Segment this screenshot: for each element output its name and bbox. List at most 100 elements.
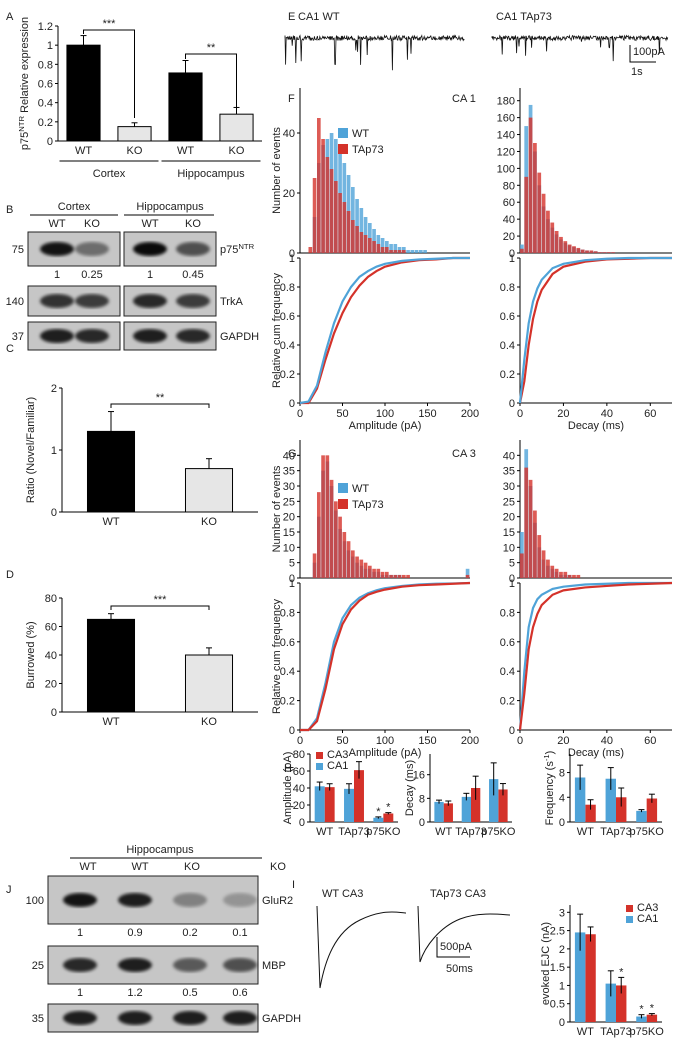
- y-tick-label: 2: [51, 383, 57, 395]
- histogram-bar: [402, 250, 406, 253]
- blot-band: [118, 893, 152, 907]
- histogram-bar: [372, 241, 376, 253]
- y-tick-label: 0: [289, 725, 295, 737]
- histogram-bar: [359, 208, 364, 253]
- legend-swatch: [338, 128, 348, 138]
- histogram-bar: [580, 249, 585, 253]
- y-tick-label: 0: [559, 817, 565, 829]
- cdf-line: [300, 256, 470, 405]
- band-quantity: 0.1: [232, 927, 247, 939]
- x-tick-label: KO: [201, 516, 217, 528]
- y-axis-label-part: Frequency (s: [544, 761, 556, 826]
- blot-band: [223, 958, 257, 972]
- band-quantity: 1.2: [127, 987, 142, 999]
- y-tick-label: 60: [293, 766, 305, 778]
- y-tick-label: 0.2: [38, 117, 53, 129]
- y-tick-label: 40: [45, 650, 57, 662]
- y-tick-label: 0.2: [280, 369, 295, 381]
- blot-band: [40, 294, 74, 308]
- bar: [86, 430, 136, 513]
- y-tick-label: 40: [283, 128, 295, 140]
- y-tick-label: 0: [509, 398, 515, 410]
- y-tick-label: 40: [293, 783, 305, 795]
- y-tick-label: 2.5: [550, 926, 565, 938]
- bar: [354, 770, 364, 822]
- scale-label: 1s: [631, 66, 643, 78]
- histogram-bar: [465, 574, 470, 578]
- bar: [373, 817, 384, 822]
- scale-label: 100pA: [633, 46, 665, 58]
- histogram-bar: [567, 244, 572, 253]
- legend-label: TAp73: [352, 144, 384, 156]
- histogram-bar: [541, 550, 546, 578]
- histogram-bar: [554, 568, 559, 578]
- x-tick-label: KO: [229, 145, 245, 157]
- y-axis-label-part: -1: [542, 754, 551, 761]
- bar: [86, 618, 136, 713]
- y-tick-label: 0: [509, 248, 515, 260]
- histogram-bar: [611, 252, 615, 253]
- histogram-bar: [520, 248, 524, 253]
- histogram-bar: [380, 571, 385, 578]
- bar: [324, 787, 335, 822]
- lane-label: KO: [184, 861, 200, 873]
- x-axis-label: Decay (ms): [568, 420, 624, 432]
- bar: [585, 804, 596, 822]
- legend-label: CA3: [637, 902, 658, 914]
- band-quantity: 0.9: [127, 927, 142, 939]
- y-tick-label: 20: [283, 188, 295, 200]
- mw-marker: 35: [32, 1013, 44, 1025]
- y-axis-label-part: Relative expression: [19, 17, 31, 116]
- histogram-bar: [423, 250, 427, 253]
- x-tick-label: KO: [201, 716, 217, 728]
- histogram-bar: [312, 178, 317, 253]
- histogram-bar: [602, 252, 607, 253]
- blot-band: [176, 242, 210, 256]
- blot-band: [176, 294, 210, 308]
- x-tick-label: p75KO: [481, 826, 516, 838]
- histogram-bar: [351, 550, 355, 578]
- band-quantity: 1: [54, 269, 60, 281]
- histogram-bar: [342, 532, 347, 578]
- x-tick-label: TAp73: [455, 826, 487, 838]
- histogram-bar: [546, 210, 550, 253]
- y-tick-label: 0.4: [280, 340, 295, 352]
- y-tick-label: 0.2: [500, 369, 515, 381]
- y-tick-label: 20: [45, 679, 57, 691]
- histogram-bar: [380, 238, 385, 253]
- histogram-bar: [406, 250, 410, 253]
- band-quantity: 1: [77, 927, 83, 939]
- blot-band: [75, 329, 109, 343]
- histogram-bar: [380, 247, 385, 253]
- bar: [168, 72, 203, 142]
- y-tick-label: 15: [503, 527, 515, 539]
- y-axis-label-part: ): [544, 751, 556, 755]
- panel-letter: E: [288, 11, 295, 23]
- y-tick-label: 0.4: [500, 340, 515, 352]
- bar: [434, 801, 444, 822]
- lane-label: KO: [185, 218, 201, 230]
- group-label: Hippocampus: [177, 168, 245, 180]
- histogram-bar: [397, 250, 402, 253]
- blot-band: [40, 329, 74, 343]
- histogram-bar: [554, 231, 559, 253]
- x-tick-label: p75KO: [630, 1026, 665, 1038]
- y-axis-label: Burrowed (%): [25, 621, 37, 688]
- y-tick-label: 1: [509, 578, 515, 590]
- band-quantity: 1: [147, 269, 153, 281]
- y-tick-label: 0: [509, 573, 515, 585]
- histogram-bar: [389, 250, 393, 253]
- y-tick-label: 2: [559, 944, 565, 956]
- y-tick-label: 80: [503, 180, 515, 192]
- cdf-line: [300, 581, 471, 732]
- y-tick-label: 0: [51, 707, 57, 719]
- y-tick-label: 0: [289, 573, 295, 585]
- histogram-bar: [567, 574, 572, 578]
- x-tick-label: 150: [418, 408, 436, 420]
- x-tick-label: 60: [644, 735, 656, 747]
- x-tick-label: 0: [517, 735, 523, 747]
- x-tick-label: 200: [461, 408, 479, 420]
- bar: [219, 113, 254, 142]
- blot-band: [118, 1011, 152, 1025]
